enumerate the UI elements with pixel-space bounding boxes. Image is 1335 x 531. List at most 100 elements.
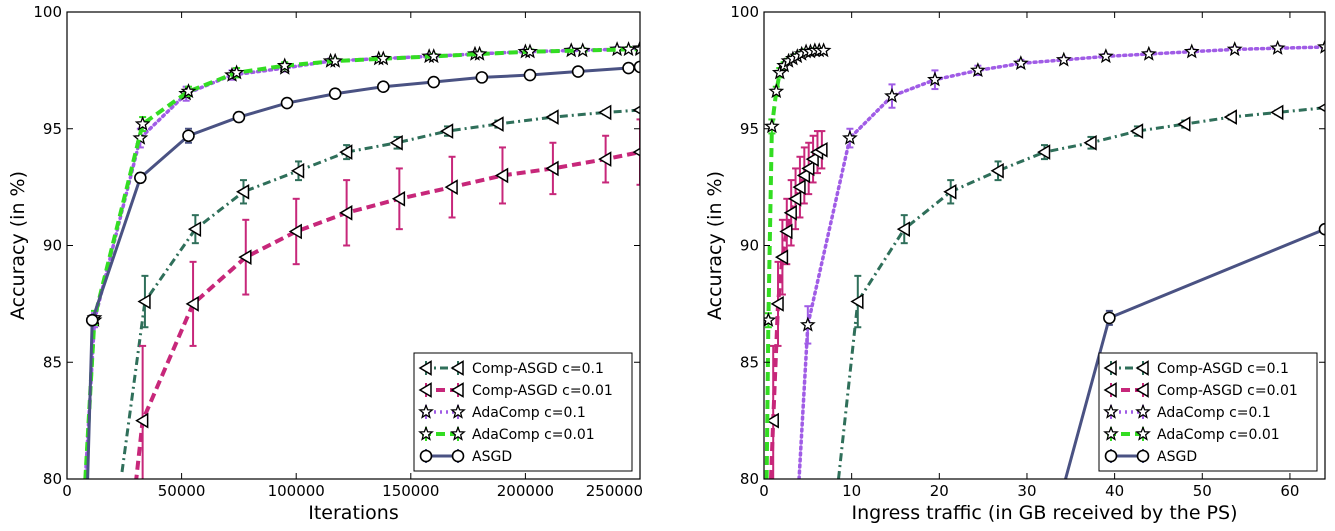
legend-marker <box>418 403 434 419</box>
data-point <box>842 129 858 145</box>
data-point <box>276 57 293 73</box>
data-point <box>622 61 635 75</box>
data-point <box>238 249 252 265</box>
y-tick-label: 90 <box>43 237 62 255</box>
data-point <box>969 62 986 78</box>
data-point <box>180 83 197 99</box>
data-point <box>522 43 538 59</box>
series-adacomp-c-0-01 <box>764 42 832 479</box>
data-point <box>1223 109 1237 125</box>
legend-entry-comp-asgd-c-0-01: Comp-ASGD c=0.01 <box>1103 382 1298 399</box>
legend-box <box>1098 352 1318 472</box>
y-axis-label: Accuracy (in %) <box>704 171 726 320</box>
legend-marker <box>1135 425 1151 441</box>
legend-marker <box>1103 360 1117 376</box>
data-point <box>523 68 537 82</box>
data-point <box>471 45 488 61</box>
y-tick-label: 100 <box>33 3 62 21</box>
x-tick-label: 10 <box>842 482 861 500</box>
data-point <box>475 71 489 84</box>
data-point <box>1055 51 1072 67</box>
data-point <box>375 50 392 66</box>
x-axis-label: Iterations <box>308 502 399 524</box>
data-point <box>1317 38 1325 54</box>
series-comp-asgd-c-0-1 <box>837 103 1325 479</box>
x-tick-label: 0 <box>759 482 769 500</box>
data-point <box>774 249 789 265</box>
data-point <box>815 42 832 58</box>
x-axis-label: Ingress traffic (in GB received by the P… <box>852 502 1238 524</box>
legend-label: Comp-ASGD c=0.1 <box>1157 361 1289 377</box>
data-point <box>792 179 806 195</box>
legend-label: Comp-ASGD c=0.01 <box>1157 383 1298 399</box>
plot-area <box>764 38 1325 479</box>
data-point <box>571 65 585 78</box>
legend-label: AdaComp c=0.01 <box>472 427 595 443</box>
data-point <box>182 129 195 143</box>
legend-label: AdaComp c=0.01 <box>1157 427 1280 443</box>
data-point <box>598 104 612 121</box>
legend-marker <box>450 425 466 441</box>
x-tick-label: 100000 <box>268 482 325 500</box>
data-point <box>598 151 612 167</box>
plot-area <box>83 39 640 479</box>
series-comp-asgd-c-0-01 <box>765 130 828 479</box>
series-line <box>797 45 1325 479</box>
data-point <box>770 296 784 312</box>
series-comp-asgd-c-0-01 <box>134 118 640 479</box>
legend-marker <box>1136 449 1150 463</box>
data-point <box>764 311 777 327</box>
chart-panel-2: 0 10 20 30 40 50 60 80 85 90 95 100 Ingress traffic … <box>704 3 1326 524</box>
legend-entry-asgd: ASGD <box>1104 449 1197 465</box>
legend-marker <box>1135 382 1149 398</box>
data-point <box>288 223 302 240</box>
legend-marker <box>418 360 432 376</box>
y-tick-label: 95 <box>43 120 62 138</box>
data-point <box>1037 144 1051 160</box>
data-point <box>574 42 591 58</box>
data-point <box>1177 116 1191 132</box>
data-point <box>884 87 900 103</box>
data-point <box>1103 311 1116 325</box>
legend-marker <box>1103 403 1119 419</box>
data-point <box>943 183 957 200</box>
legend-label: ASGD <box>472 449 512 465</box>
data-point <box>768 83 785 99</box>
data-point <box>1183 43 1200 59</box>
data-point <box>339 144 353 160</box>
data-point <box>137 293 151 310</box>
data-point <box>135 412 149 429</box>
legend-marker <box>450 382 464 398</box>
legend-entry-comp-asgd-c-0-1: Comp-ASGD c=0.1 <box>418 360 604 377</box>
data-point <box>620 41 637 57</box>
x-tick-label: 50000 <box>158 482 206 500</box>
data-point <box>376 80 390 94</box>
data-point <box>1012 55 1029 71</box>
data-point <box>764 118 780 134</box>
series-asgd <box>1064 222 1325 479</box>
data-point <box>490 116 504 132</box>
legend-marker <box>419 449 433 463</box>
data-point <box>799 316 816 332</box>
data-point <box>228 64 245 80</box>
legend-label: AdaComp c=0.1 <box>472 405 586 421</box>
data-point <box>632 41 640 57</box>
data-point <box>850 293 864 310</box>
legend-marker <box>1103 425 1119 441</box>
data-point <box>633 60 640 74</box>
data-point <box>545 109 559 125</box>
data-point <box>927 71 943 87</box>
data-point <box>439 123 454 139</box>
data-point <box>796 167 811 184</box>
series-asgd <box>85 60 640 479</box>
data-point <box>990 162 1004 179</box>
x-tick-label: 30 <box>1017 482 1036 500</box>
data-point <box>1226 41 1243 57</box>
data-point <box>187 221 202 237</box>
data-point <box>783 204 797 221</box>
series-adacomp-c-0-1 <box>797 38 1325 479</box>
data-point <box>327 52 344 68</box>
legend-entry-comp-asgd-c-0-01: Comp-ASGD c=0.01 <box>418 382 613 399</box>
y-tick-label: 80 <box>43 470 62 488</box>
legend-marker <box>450 360 464 376</box>
